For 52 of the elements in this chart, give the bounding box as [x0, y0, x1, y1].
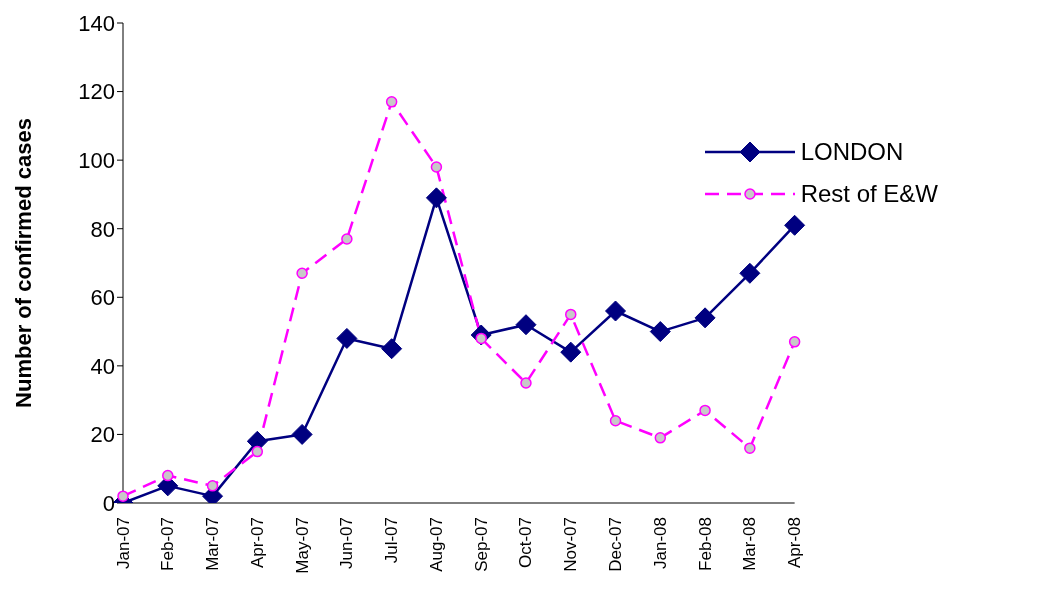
x-tick-label: Nov-07 — [561, 517, 581, 572]
x-tick-label: Feb-08 — [695, 517, 715, 571]
x-tick-label: Oct-07 — [516, 517, 536, 569]
y-tick-label: 60 — [90, 285, 115, 311]
point — [649, 321, 671, 343]
point — [162, 469, 174, 482]
point — [609, 414, 622, 427]
point — [605, 300, 627, 322]
x-tick-label: Jan-07 — [113, 517, 133, 569]
x-tick-label: Feb-07 — [158, 517, 178, 571]
point — [784, 214, 806, 236]
x-tick-label: Jul-07 — [382, 517, 402, 564]
x-tick-label: Jan-08 — [650, 517, 670, 569]
point — [296, 267, 308, 280]
point — [694, 307, 716, 329]
point — [385, 96, 398, 108]
y-tick-label: 20 — [90, 422, 115, 448]
x-tick-label: Aug-07 — [426, 517, 446, 572]
point — [515, 314, 537, 336]
point — [560, 341, 582, 363]
x-tick-label: Apr-08 — [785, 517, 805, 569]
point — [425, 187, 447, 209]
point — [430, 161, 443, 173]
point — [744, 442, 756, 454]
point — [520, 377, 532, 389]
y-tick-label: 140 — [78, 10, 115, 36]
point — [699, 404, 711, 417]
legend-label: Rest of E&W — [800, 180, 938, 208]
point — [654, 432, 667, 444]
x-tick-label: Mar-07 — [203, 517, 223, 571]
x-tick-label: Apr-07 — [247, 517, 267, 569]
point — [291, 423, 313, 445]
x-tick-label: Mar-08 — [740, 517, 760, 571]
x-tick-label: Jun-07 — [337, 517, 357, 569]
y-tick-label: 40 — [90, 353, 115, 379]
y-tick-label: 100 — [78, 147, 115, 173]
y-tick-label: 0 — [102, 490, 115, 516]
y-tick-label: 120 — [78, 79, 115, 105]
point — [341, 233, 353, 245]
y-tick-label: 80 — [90, 216, 115, 242]
point — [565, 308, 577, 321]
x-tick-label: Dec-07 — [606, 517, 626, 572]
x-tick-label: May-07 — [292, 517, 312, 574]
point — [381, 338, 403, 360]
legend-label: LONDON — [800, 138, 904, 166]
y-axis-title: Number of confirmed cases — [10, 118, 36, 408]
point — [206, 480, 219, 492]
point — [336, 327, 358, 349]
x-tick-label: Sep-07 — [471, 517, 491, 572]
point — [251, 445, 264, 458]
point — [739, 262, 761, 284]
point — [788, 336, 801, 348]
